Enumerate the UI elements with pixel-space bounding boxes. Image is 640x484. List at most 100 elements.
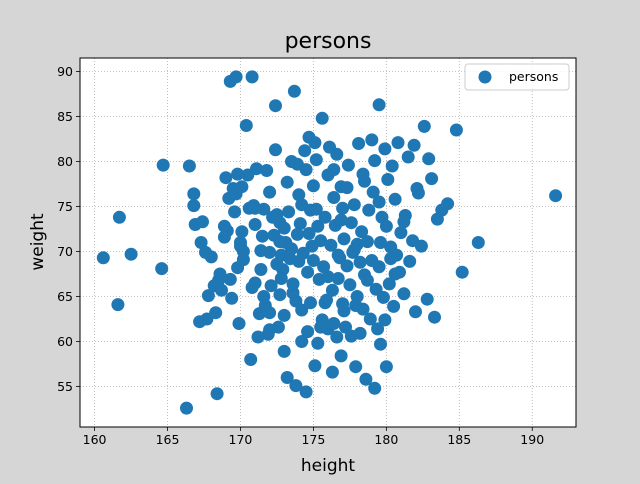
data-point: [156, 158, 170, 172]
data-point: [311, 219, 325, 233]
data-point: [280, 371, 294, 384]
data-point: [347, 198, 361, 212]
data-point: [269, 99, 282, 113]
data-point: [337, 232, 351, 246]
y-tick-label: 60: [57, 334, 73, 349]
data-point: [337, 304, 351, 318]
data-point: [295, 335, 309, 348]
y-tick-label: 80: [57, 154, 73, 169]
data-point: [384, 252, 398, 266]
data-point: [187, 187, 201, 201]
data-points: [96, 70, 563, 415]
data-point: [231, 261, 245, 275]
x-tick-label: 175: [301, 432, 325, 447]
data-point: [372, 260, 386, 274]
data-point: [264, 279, 278, 293]
data-point: [403, 254, 417, 268]
data-point: [311, 336, 325, 350]
data-point: [366, 185, 380, 199]
data-point: [263, 323, 277, 337]
data-point: [290, 227, 304, 241]
data-point: [229, 70, 243, 84]
data-point: [368, 381, 382, 395]
data-point: [549, 189, 563, 203]
legend-box: [464, 63, 570, 91]
data-point: [455, 265, 469, 279]
data-point: [401, 150, 415, 164]
data-point: [330, 330, 344, 344]
data-point: [318, 210, 332, 224]
data-point: [293, 217, 307, 231]
data-point: [273, 235, 287, 249]
data-point: [331, 272, 345, 285]
data-point: [360, 235, 374, 249]
data-point: [292, 188, 306, 202]
data-point: [217, 230, 231, 244]
data-point: [255, 229, 269, 243]
data-point: [204, 250, 218, 264]
data-point: [324, 238, 338, 252]
data-point: [277, 308, 291, 322]
data-point: [301, 325, 315, 339]
data-point: [325, 365, 339, 379]
data-point: [378, 142, 392, 156]
data-point: [441, 197, 455, 211]
data-point: [248, 218, 262, 231]
data-point: [196, 215, 209, 229]
data-point: [349, 360, 363, 374]
data-point: [254, 244, 268, 258]
data-point: [213, 267, 227, 281]
data-point: [385, 159, 399, 173]
data-point: [124, 247, 138, 261]
x-axis-ticks: 160 165 170 175 180 185 190: [83, 427, 544, 447]
data-point: [244, 353, 258, 366]
data-point: [379, 219, 393, 233]
legend-label: persons: [509, 69, 558, 84]
data-point: [270, 257, 284, 271]
data-point: [235, 180, 249, 194]
y-axis-label: weight: [28, 213, 48, 271]
data-point: [317, 260, 331, 274]
data-point: [388, 267, 402, 281]
x-tick-label: 160: [83, 432, 107, 447]
data-point: [282, 205, 296, 219]
data-point: [235, 225, 249, 239]
data-point: [334, 180, 348, 194]
data-point: [368, 154, 382, 168]
legend: persons: [464, 63, 570, 91]
data-point: [422, 152, 436, 166]
data-point: [210, 387, 224, 401]
data-point: [388, 192, 402, 206]
chart-title: persons: [285, 29, 372, 54]
data-point: [269, 143, 282, 157]
data-point: [299, 385, 313, 399]
data-point: [336, 201, 350, 215]
data-point: [353, 326, 367, 340]
data-point: [254, 263, 268, 276]
data-point: [187, 199, 201, 213]
data-point: [374, 236, 387, 249]
data-point: [330, 147, 344, 161]
data-point: [194, 236, 208, 249]
y-tick-label: 70: [57, 244, 73, 259]
data-point: [318, 296, 332, 310]
data-point: [236, 245, 250, 258]
data-point: [391, 136, 405, 150]
data-point: [223, 272, 237, 286]
data-point: [245, 281, 259, 294]
data-point: [409, 305, 422, 319]
data-point: [315, 111, 329, 125]
data-point: [155, 262, 169, 276]
data-point: [327, 317, 341, 330]
data-point: [286, 277, 300, 291]
data-point: [417, 119, 431, 133]
y-axis-ticks: 55 60 65 70 75 80 85 90: [57, 64, 80, 394]
data-point: [327, 163, 341, 177]
data-point: [266, 210, 280, 224]
data-point: [353, 255, 367, 269]
x-tick-label: 180: [374, 432, 398, 447]
legend-marker: [478, 70, 492, 84]
x-tick-label: 185: [447, 432, 471, 447]
data-point: [394, 226, 408, 240]
x-axis-label: height: [301, 456, 356, 476]
